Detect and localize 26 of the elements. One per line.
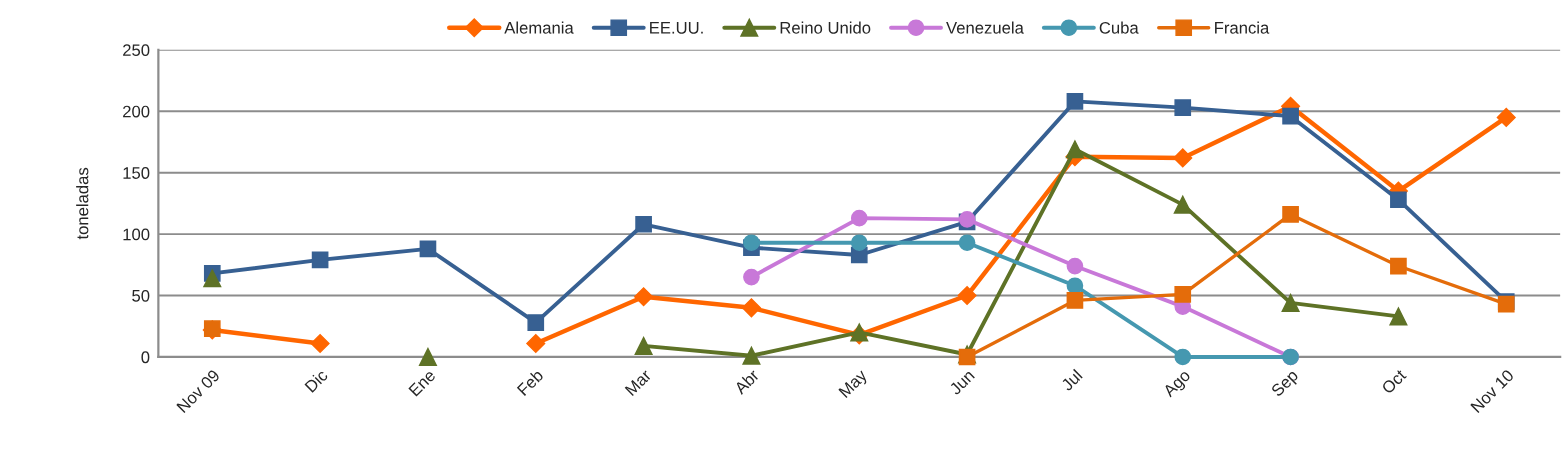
y-tick-label: 200 bbox=[123, 105, 150, 118]
y-tick-label: 150 bbox=[123, 167, 150, 179]
x-tick-label: Jun bbox=[948, 369, 975, 396]
x-tick-label: Oct bbox=[1380, 368, 1407, 395]
legend-label: Alemania bbox=[504, 21, 574, 34]
y-tick-label: 50 bbox=[132, 289, 150, 302]
y-tick-label: 250 bbox=[123, 44, 150, 57]
x-tick-label: Feb bbox=[516, 368, 544, 397]
legend-label: EE.UU. bbox=[650, 22, 703, 34]
x-tick-label: Dic bbox=[304, 368, 329, 393]
x-tick-label: Sep bbox=[1270, 368, 1302, 400]
y-tick-label: 0 bbox=[141, 351, 150, 364]
x-tick-label: Nov 10 bbox=[1470, 368, 1515, 414]
x-tick-label: Jul bbox=[1060, 368, 1083, 392]
x-tick-label: Abr bbox=[733, 368, 760, 396]
x-tick-label: Ago bbox=[1162, 369, 1194, 401]
legend-label: Reino Unido bbox=[780, 21, 871, 34]
y-tick-label: 100 bbox=[123, 228, 150, 241]
legend-label: Francia bbox=[1215, 21, 1270, 34]
legend-label: Venezuela bbox=[946, 21, 1024, 34]
x-tick-label: Mar bbox=[624, 368, 653, 397]
x-tick-label: May bbox=[838, 368, 871, 401]
legend-label: Cuba bbox=[1099, 21, 1139, 34]
x-tick-label: Ene bbox=[408, 369, 437, 397]
x-tick-label: Nov 09 bbox=[176, 368, 221, 414]
y-axis-title: toneladas bbox=[76, 167, 89, 240]
